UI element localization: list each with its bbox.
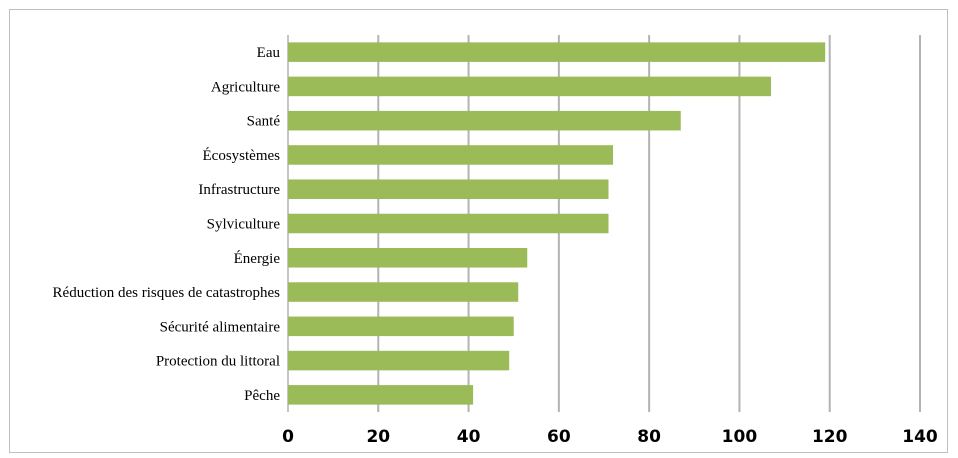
- x-tick-label: 60: [547, 427, 571, 447]
- x-tick-label: 120: [812, 427, 848, 447]
- bar: [288, 76, 772, 97]
- category-label: Infrastructure: [198, 182, 280, 198]
- x-tick-label: 140: [902, 427, 938, 447]
- bar: [288, 145, 614, 165]
- x-tick-label: 40: [457, 427, 481, 447]
- bar: [288, 213, 609, 234]
- x-tick-label: 20: [366, 427, 390, 447]
- category-label: Sylviculture: [207, 217, 281, 233]
- bar: [288, 385, 474, 405]
- category-label: Écosystèmes: [203, 147, 281, 164]
- category-label: Énergie: [234, 250, 281, 267]
- category-label: Eau: [257, 45, 281, 61]
- bar: [288, 316, 514, 337]
- grid-lines: [287, 35, 921, 412]
- category-labels: Eau Agriculture Santé Écosystèmes Infrastruc…: [53, 45, 281, 404]
- category-label: Santé: [247, 114, 281, 130]
- x-tick-label: 100: [722, 427, 758, 447]
- x-tick-label: 0: [282, 427, 294, 447]
- x-tick-label: 80: [637, 427, 661, 447]
- category-label: Pêche: [244, 388, 280, 404]
- bars: [288, 42, 826, 405]
- bar: [288, 282, 519, 302]
- bar: [288, 248, 528, 268]
- x-axis-tick-labels: 0 20 40 60 80 100 120 140: [282, 427, 938, 447]
- bar: [288, 42, 826, 62]
- category-label: Réduction des risques de catastrophes: [53, 285, 281, 301]
- category-label: Agriculture: [211, 79, 280, 95]
- bar: [288, 350, 510, 371]
- bar: [288, 110, 681, 131]
- category-label: Sécurité alimentaire: [160, 319, 281, 335]
- category-label: Protection du littoral: [156, 354, 280, 370]
- bar: [288, 179, 609, 199]
